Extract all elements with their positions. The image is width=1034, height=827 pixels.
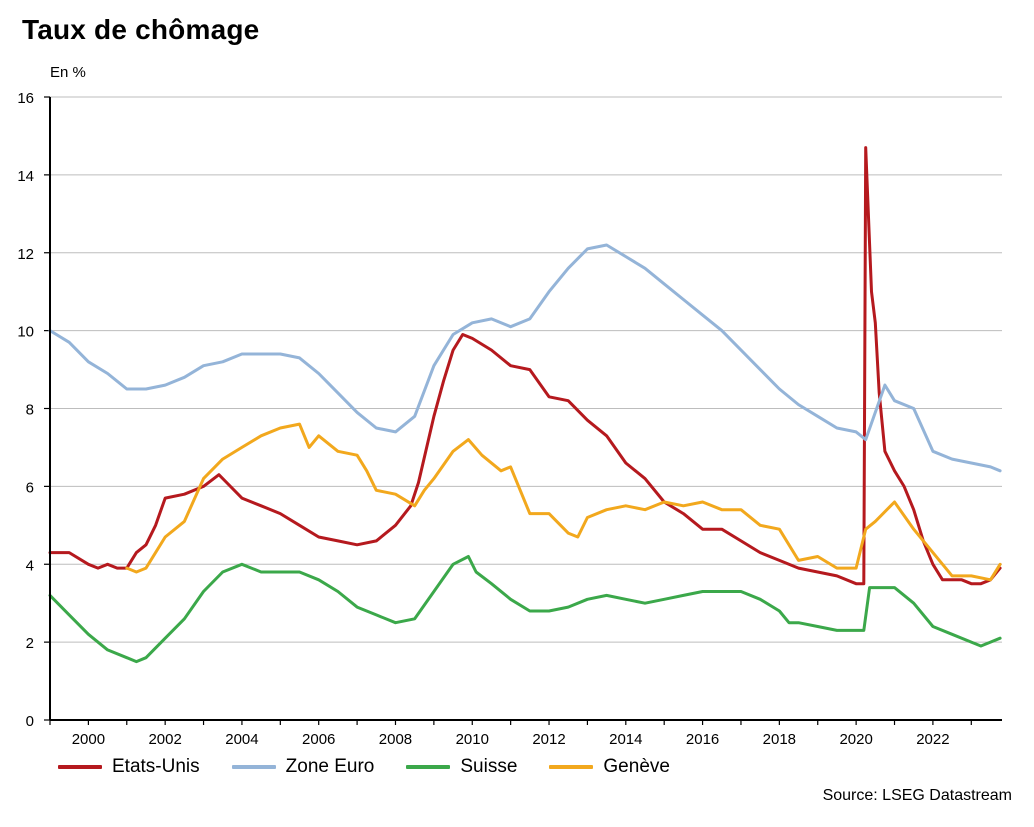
x-tick-label: 2020 <box>839 731 872 748</box>
y-tick-label: 14 <box>17 168 34 185</box>
y-tick-label: 2 <box>26 635 34 652</box>
series-line-1 <box>48 243 1002 473</box>
x-tick-label: 2002 <box>148 731 181 748</box>
legend-swatch <box>406 765 451 769</box>
y-tick-label: 8 <box>26 402 34 419</box>
legend-item: Zone Euro <box>231 756 375 778</box>
series-lines <box>48 146 1002 664</box>
x-tick-label: 2018 <box>763 731 796 748</box>
legend-label: Genève <box>603 756 670 777</box>
x-tick-label: 2004 <box>225 731 258 748</box>
legend-swatch <box>231 765 276 769</box>
y-tick-label: 10 <box>17 324 34 341</box>
x-tick-label: 2008 <box>379 731 412 748</box>
y-axis-ticks: 0 2 4 6 8 10 12 14 16 <box>17 90 50 730</box>
y-tick-label: 6 <box>26 479 34 496</box>
x-tick-label: 2012 <box>532 731 565 748</box>
chart-title: Taux de chômage <box>22 14 260 45</box>
y-tick-label: 16 <box>17 90 34 107</box>
series-line-0 <box>48 146 1002 586</box>
gridlines <box>50 96 1002 643</box>
axes <box>49 97 1002 721</box>
y-tick-label: 12 <box>17 246 34 263</box>
x-tick-label: 2006 <box>302 731 335 748</box>
legend-item: Etats-Unis <box>58 756 200 778</box>
legend-swatch <box>58 765 102 769</box>
x-tick-label: 2000 <box>72 731 105 748</box>
legend-label: Zone Euro <box>285 756 375 777</box>
x-tick-label: 2010 <box>456 731 489 748</box>
legend: Etats-Unis Zone Euro Suisse Genève <box>58 756 702 778</box>
series-line-3 <box>125 422 1002 582</box>
x-axis-ticks: 2000 2002 2004 2006 2008 2010 2012 2014 2016 2018… <box>49 720 972 748</box>
x-tick-label: 2014 <box>609 731 642 748</box>
legend-item: Genève <box>549 756 670 778</box>
x-tick-label: 2016 <box>686 731 719 748</box>
legend-label: Suisse <box>460 756 518 777</box>
x-tick-label: 2022 <box>916 731 949 748</box>
legend-item: Suisse <box>406 756 517 778</box>
legend-label: Etats-Unis <box>112 756 200 777</box>
y-tick-label: 4 <box>26 557 34 574</box>
y-axis-unit-label: En % <box>50 64 86 81</box>
legend-swatch <box>549 765 594 769</box>
series-line-2 <box>48 555 1002 664</box>
y-tick-label: 0 <box>26 713 34 730</box>
source-note: Source: LSEG Datastream <box>822 787 1012 804</box>
